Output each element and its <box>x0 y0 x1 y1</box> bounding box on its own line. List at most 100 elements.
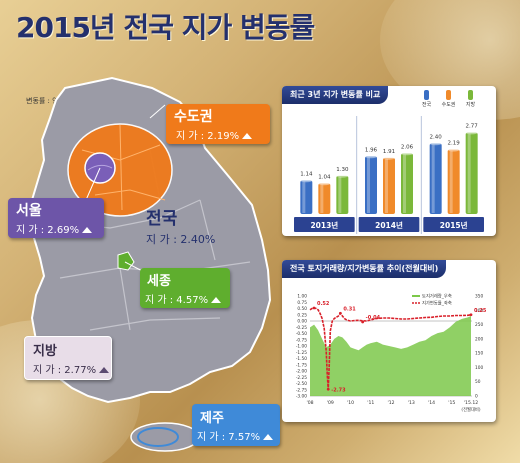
line-chart: 1.000.750.500.250.00-0.25-0.50-0.75-1.00… <box>296 293 487 414</box>
x-note: (전월대비) <box>461 406 480 413</box>
x-tick: '14 <box>428 400 435 406</box>
unit-note: 변동률 : 연간 <box>26 97 66 105</box>
y-left-tick: -1.25 <box>296 350 307 356</box>
annotation-label: 0.52 <box>317 301 330 307</box>
bar <box>401 153 413 214</box>
y-left-tick: 0.50 <box>297 306 307 312</box>
page-title: 2015년 전국 지가 변동률 <box>16 11 315 44</box>
legend-swatch <box>446 90 451 100</box>
y-left-tick: -0.50 <box>296 331 307 337</box>
bar-cap <box>429 141 442 146</box>
annotation-label: -2.73 <box>331 387 346 393</box>
category-tab <box>423 217 484 232</box>
legend-label: 전국 <box>422 101 432 108</box>
y-left-tick: -2.25 <box>296 375 307 381</box>
y-right-tick: 200 <box>475 336 483 342</box>
y-left-tick: -2.50 <box>296 381 307 387</box>
bar-highlight <box>431 144 435 213</box>
y-right-tick: 350 <box>475 294 483 300</box>
annotation-label: -0.04 <box>366 315 381 321</box>
annotation-point <box>338 311 342 315</box>
national-label: 전국 지 가 : 2.40% <box>146 204 215 247</box>
bar-data-label: 1.04 <box>318 174 331 180</box>
y-right-tick: 150 <box>475 351 483 357</box>
bar-data-label: 1.91 <box>383 149 395 155</box>
y-left-tick: -3.00 <box>296 394 307 400</box>
legend-label: 지방 <box>466 101 476 108</box>
bar <box>465 132 478 214</box>
annotation-point <box>312 306 316 310</box>
line-chart-panel: 전국 토지거래량/지가변동률 추이(전월대비) 1.00 0.75 0.50 0.25… <box>282 260 496 422</box>
bar <box>383 157 395 214</box>
up-arrow-icon <box>242 133 253 139</box>
y-right-tick: 300 <box>475 308 483 314</box>
up-arrow-icon <box>211 297 222 303</box>
up-arrow-icon <box>263 434 274 440</box>
bar-data-label: 2.19 <box>448 141 461 147</box>
jeju-island <box>130 422 200 452</box>
bar-data-label: 1.30 <box>336 167 349 173</box>
x-tick: '12 <box>387 400 394 406</box>
region-name: 수도권 <box>174 109 213 125</box>
volume-area <box>310 316 471 396</box>
bar <box>336 175 349 214</box>
annotation-point <box>326 387 330 391</box>
bar-highlight <box>403 154 406 213</box>
legend-label: 토지거래량_우축 <box>422 293 452 300</box>
annotation-label: 0.25 <box>474 308 487 314</box>
bar-chart: 전국 수도권 지방 1.14 1.04 1.30 2013년 1.96 1.91 2.06 2014… <box>294 90 484 234</box>
bar <box>365 156 377 214</box>
region-rate: 지 가 : 2.77% <box>33 361 110 376</box>
bar-highlight <box>367 157 370 213</box>
y-right-tick: 100 <box>475 365 483 371</box>
x-tick: '15.12 <box>464 400 478 406</box>
bar <box>318 183 331 214</box>
jeju-highlight <box>137 427 179 447</box>
x-tick: '08 <box>306 400 313 406</box>
bar-cap <box>447 147 460 152</box>
annotation-point <box>469 313 473 317</box>
x-tick: '11 <box>367 400 374 406</box>
category-label: 2013년 <box>310 220 338 230</box>
annotation-point <box>361 320 365 324</box>
region-rate: 지 가 : 4.57% <box>145 291 222 306</box>
region-rate: 지 가 : 2.69% <box>16 221 93 236</box>
legend-label: 수도권 <box>442 101 456 108</box>
bar-cap <box>336 174 349 178</box>
bar-data-label: 2.06 <box>401 144 414 150</box>
y-left-tick: -2.75 <box>296 387 307 393</box>
up-arrow-icon <box>99 367 110 373</box>
bar-cap <box>318 181 331 186</box>
category-label: 2015년 <box>440 220 468 230</box>
seoul-river <box>87 164 113 171</box>
region-rate: 지 가 : 2.19% <box>176 127 253 142</box>
y-left-tick: 0.25 <box>297 312 307 318</box>
legend-swatch <box>468 90 473 100</box>
callout-seoul: 서울 지 가 : 2.69% <box>8 198 104 238</box>
bar-chart-title: 최근 3년 지가 변동률 비교 <box>282 86 389 104</box>
y-left-tick: -1.75 <box>296 362 307 368</box>
callout-sejong: 세종 지 가 : 4.57% <box>140 268 230 308</box>
y-left-tick: -1.00 <box>296 344 307 350</box>
y-left-tick: -0.25 <box>296 325 307 331</box>
bar-cap <box>383 156 395 160</box>
bar-data-label: 2.40 <box>430 135 443 141</box>
bar-highlight <box>449 150 453 213</box>
region-rate: 지 가 : 2.40% <box>146 233 216 246</box>
bar-cap <box>365 154 377 159</box>
y-left-tick: -1.50 <box>296 356 307 362</box>
bar-cap <box>300 178 313 183</box>
region-name: 제주 <box>200 411 224 426</box>
x-tick: '15 <box>448 400 455 406</box>
bar-highlight <box>320 184 324 213</box>
bar-cap <box>465 130 478 135</box>
legend-swatch <box>424 90 429 100</box>
region-name: 지방 <box>33 344 57 359</box>
region-name: 서울 <box>16 203 42 219</box>
y-right-tick: 0 <box>475 394 478 400</box>
x-tick: '09 <box>327 400 334 406</box>
annotation-label: 0.31 <box>343 306 356 312</box>
category-tab <box>294 217 355 232</box>
bar-data-label: 1.96 <box>365 147 378 153</box>
